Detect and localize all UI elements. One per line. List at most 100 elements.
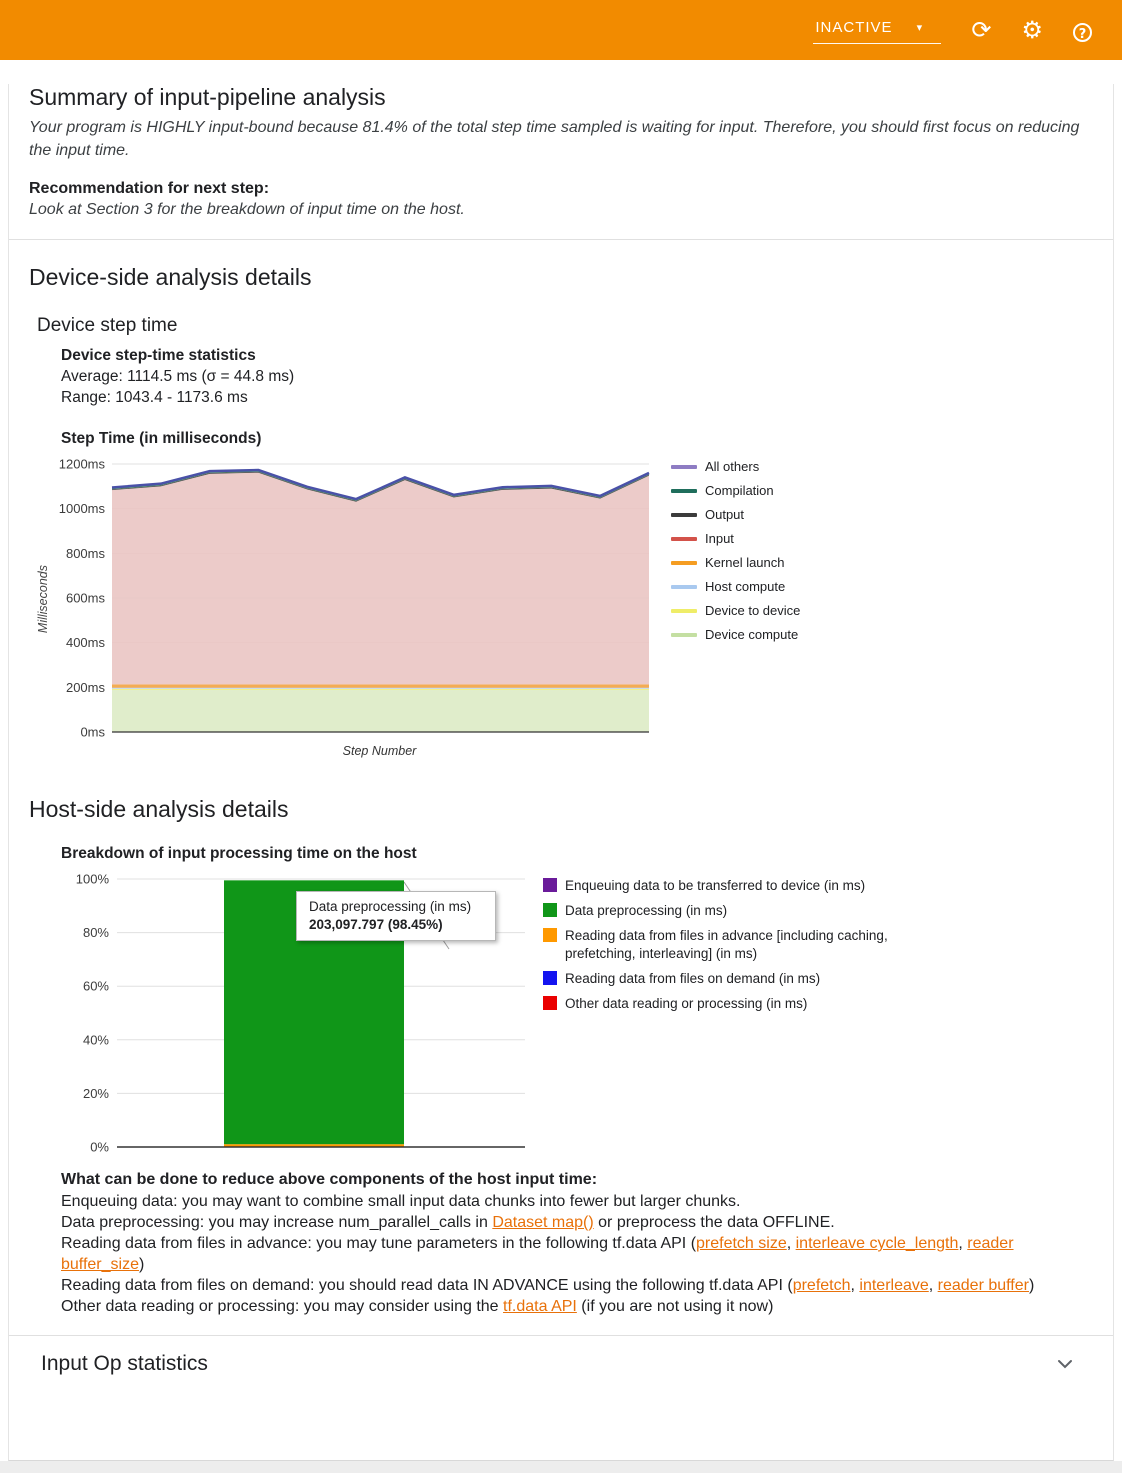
advice-link[interactable]: interleave bbox=[859, 1277, 929, 1294]
advice-link[interactable]: reader buffer_size bbox=[61, 1235, 1014, 1273]
legend-label: Other data reading or processing (in ms) bbox=[565, 996, 808, 1011]
host-side-section: Host-side analysis details Breakdown of … bbox=[29, 796, 1093, 1317]
input-op-statistics-expander[interactable]: Input Op statistics bbox=[29, 1336, 1093, 1392]
y-tick-label: 40% bbox=[83, 1032, 109, 1047]
y-tick-label: 20% bbox=[83, 1086, 109, 1101]
advice-line: Other data reading or processing: you ma… bbox=[61, 1298, 774, 1315]
legend-label: Compilation bbox=[705, 483, 774, 498]
legend-label: Host compute bbox=[705, 579, 786, 594]
step-time-plot-area: 0ms 200ms 400ms 600ms 800ms 1000ms 1200ms Step… bbox=[57, 454, 657, 758]
recommendation-body: Look at Section 3 for the breakdown of i… bbox=[29, 201, 465, 218]
area-device-compute bbox=[112, 690, 649, 732]
y-tick-label: 200ms bbox=[66, 680, 106, 695]
host-side-title: Host-side analysis details bbox=[29, 796, 289, 822]
legend-item: Kernel launch bbox=[671, 554, 800, 571]
y-tick-label: 80% bbox=[83, 925, 109, 940]
page-bottom-strip bbox=[0, 1461, 1122, 1473]
legend-item: Compilation bbox=[671, 482, 800, 499]
advice-line: Data preprocessing: you may increase num… bbox=[61, 1214, 835, 1231]
legend-item: Reading data from files on demand (in ms… bbox=[543, 970, 943, 988]
y-tick-label: 1000ms bbox=[59, 501, 106, 516]
legend-item: Input bbox=[671, 530, 800, 547]
advice-link[interactable]: interleave cycle_length bbox=[795, 1235, 959, 1252]
legend-swatch-icon bbox=[543, 928, 557, 942]
y-axis-title-column: Milliseconds bbox=[29, 454, 57, 744]
step-time-legend: All others Compilation Output Input Kernel l… bbox=[671, 454, 800, 650]
legend-item: Device to device bbox=[671, 602, 800, 619]
legend-swatch-icon bbox=[543, 878, 557, 892]
settings-button[interactable]: ⚙ bbox=[1021, 18, 1043, 42]
section-divider bbox=[9, 239, 1113, 240]
legend-swatch-icon bbox=[671, 608, 697, 613]
y-tick-label: 0% bbox=[90, 1140, 109, 1155]
legend-label: Kernel launch bbox=[705, 555, 785, 570]
y-tick-label: 0ms bbox=[80, 725, 105, 740]
summary-section: Summary of input-pipeline analysis Your … bbox=[29, 84, 1093, 219]
status-label: INACTIVE bbox=[815, 19, 893, 36]
y-tick-label: 600ms bbox=[66, 591, 106, 606]
advice-link[interactable]: reader buffer bbox=[937, 1277, 1029, 1294]
stats-title: Device step-time statistics bbox=[61, 347, 256, 364]
advice-link[interactable]: tf.data API bbox=[503, 1298, 577, 1315]
legend-item: Output bbox=[671, 506, 800, 523]
capture-status-dropdown[interactable]: INACTIVE ▾ bbox=[813, 16, 942, 44]
section-divider bbox=[9, 1335, 1113, 1336]
device-side-section: Device-side analysis details Device step… bbox=[29, 264, 1093, 758]
legend-item: Other data reading or processing (in ms) bbox=[543, 995, 943, 1013]
step-time-chart-title: Step Time (in milliseconds) bbox=[61, 430, 262, 447]
total-step-time-line bbox=[111, 468, 650, 501]
legend-label: Enqueuing data to be transferred to devi… bbox=[565, 878, 866, 893]
advice-link[interactable]: Dataset map() bbox=[492, 1214, 594, 1231]
advice-link[interactable]: prefetch bbox=[792, 1277, 851, 1294]
advice-line: Reading data from files in advance: you … bbox=[61, 1235, 1014, 1273]
advice-line: Enqueuing data: you may want to combine … bbox=[61, 1193, 741, 1210]
device-step-time-title: Device step time bbox=[37, 315, 178, 336]
chevron-down-icon: ▾ bbox=[916, 22, 923, 34]
chart-tooltip: Data preprocessing (in ms) 203,097.797 (… bbox=[296, 891, 496, 941]
legend-label: Output bbox=[705, 507, 745, 522]
legend-swatch-icon bbox=[671, 560, 697, 565]
legend-swatch-icon bbox=[671, 584, 697, 589]
refresh-button[interactable]: ⟳ bbox=[971, 18, 991, 42]
y-tick-label: 100% bbox=[76, 872, 110, 887]
help-icon: ? bbox=[1073, 23, 1092, 42]
device-side-title: Device-side analysis details bbox=[29, 264, 312, 290]
stats-average: Average: 1114.5 ms (σ = 44.8 ms) bbox=[61, 368, 295, 385]
legend-swatch-icon bbox=[543, 996, 557, 1010]
advice-link[interactable]: prefetch size bbox=[696, 1235, 787, 1252]
x-axis-title: Step Number bbox=[342, 744, 417, 758]
step-time-chart: Milliseconds 0ms 200ms 400ms 600ms 800ms 1000… bbox=[29, 454, 1093, 759]
area-input bbox=[112, 472, 649, 685]
bar-segment-reading-data-from-files-in-advance-in-ms- bbox=[224, 1144, 404, 1147]
legend-swatch-icon bbox=[671, 464, 697, 469]
step-time-area-chart[interactable]: 0ms 200ms 400ms 600ms 800ms 1000ms 1200ms bbox=[57, 454, 657, 744]
advice-lines: Enqueuing data: you may want to combine … bbox=[61, 1191, 1079, 1317]
top-app-bar: INACTIVE ▾ ⟳ ⚙ ? bbox=[0, 0, 1122, 60]
legend-label: Data preprocessing (in ms) bbox=[565, 903, 728, 918]
host-input-advice: What can be done to reduce above compone… bbox=[61, 1169, 1079, 1317]
host-breakdown-legend: Enqueuing data to be transferred to devi… bbox=[543, 869, 943, 1020]
legend-item: Data preprocessing (in ms) bbox=[543, 902, 943, 920]
recommendation-label: Recommendation for next step: bbox=[29, 180, 270, 197]
legend-item: Reading data from files in advance [incl… bbox=[543, 927, 943, 963]
tooltip-title: Data preprocessing (in ms) bbox=[309, 899, 472, 914]
help-button[interactable]: ? bbox=[1073, 18, 1092, 42]
legend-swatch-icon bbox=[671, 536, 697, 541]
legend-swatch-icon bbox=[543, 971, 557, 985]
advice-title: What can be done to reduce above compone… bbox=[61, 1171, 598, 1188]
summary-body: Your program is HIGHLY input-bound becau… bbox=[29, 119, 1080, 159]
legend-swatch-icon bbox=[543, 903, 557, 917]
area-host-compute bbox=[112, 687, 649, 689]
legend-label: Device to device bbox=[705, 603, 801, 618]
legend-label: Reading data from files on demand (in ms… bbox=[565, 971, 821, 986]
legend-item: All others bbox=[671, 458, 800, 475]
stats-range: Range: 1043.4 - 1173.6 ms bbox=[61, 389, 248, 406]
input-op-statistics-title: Input Op statistics bbox=[41, 1352, 208, 1375]
y-tick-label: 400ms bbox=[66, 635, 106, 650]
legend-label: Input bbox=[705, 531, 734, 546]
advice-line: Reading data from files on demand: you s… bbox=[61, 1277, 1035, 1294]
legend-swatch-icon bbox=[671, 488, 697, 493]
host-breakdown-chart-title: Breakdown of input processing time on th… bbox=[61, 845, 417, 862]
gear-icon: ⚙ bbox=[1021, 16, 1043, 44]
legend-label: All others bbox=[705, 459, 760, 474]
